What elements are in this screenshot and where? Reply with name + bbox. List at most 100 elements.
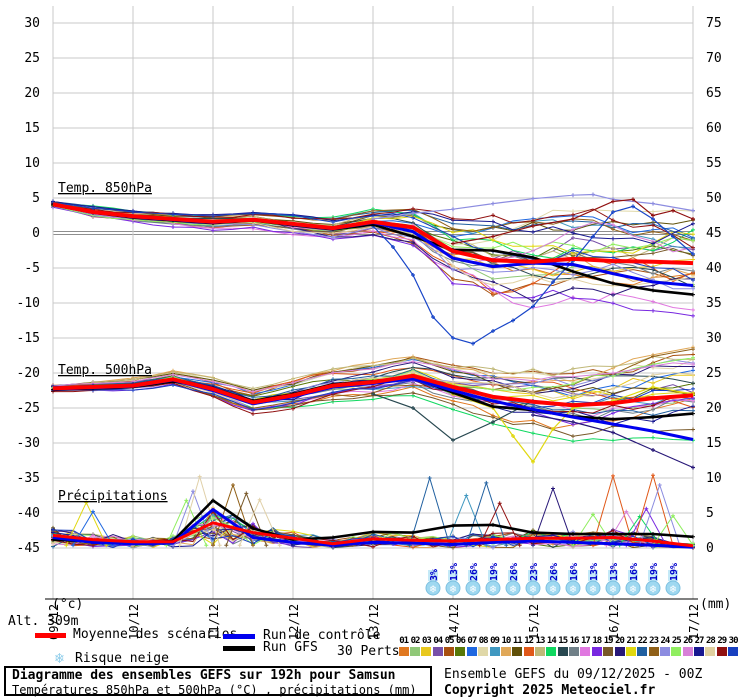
svg-text:60: 60 (706, 121, 722, 136)
member-color-swatch (580, 647, 591, 656)
member-cell: 29 (716, 636, 727, 656)
member-color-swatch (557, 647, 568, 656)
member-color-swatch (682, 647, 693, 656)
svg-text:13%: 13% (589, 563, 600, 581)
svg-text:13%: 13% (609, 563, 620, 581)
member-color-swatch (398, 647, 409, 656)
member-number: 22 (637, 636, 648, 646)
svg-text:26%: 26% (549, 563, 560, 581)
svg-text:14/12: 14/12 (447, 604, 461, 640)
member-cell: 07 (466, 636, 477, 656)
svg-text:❄: ❄ (650, 583, 657, 596)
svg-text:10/12: 10/12 (127, 604, 141, 640)
member-color-swatch (546, 647, 557, 656)
svg-text:17/12: 17/12 (687, 604, 701, 640)
svg-text:20: 20 (706, 401, 722, 416)
member-number: 13 (535, 636, 546, 646)
member-number: 05 (444, 636, 455, 646)
member-color-swatch (523, 647, 534, 656)
member-color-swatch (432, 647, 443, 656)
svg-text:35: 35 (706, 296, 722, 311)
temp850-main-lines (51, 202, 695, 297)
svg-text:75: 75 (706, 16, 722, 31)
svg-text:16%: 16% (629, 563, 640, 581)
axis-tick-labels: 302520151050-5-10-15-20-25-30-35-40-4575… (17, 16, 722, 556)
svg-text:❄: ❄ (510, 583, 517, 596)
unit-right-label: (mm) (700, 597, 732, 612)
svg-text:40: 40 (706, 261, 722, 276)
member-number: 01 (399, 636, 409, 646)
member-color-swatch (659, 647, 670, 656)
member-cell: 22 (637, 636, 648, 656)
member-number: 27 (694, 636, 705, 646)
mean-line-swatch (35, 633, 66, 638)
svg-text:65: 65 (706, 86, 722, 101)
grid (45, 6, 698, 600)
day-labels: 09/12 10/12 11/12 12/12 13/12 14/12 15/12 16/12… (47, 604, 701, 640)
member-number: 15 (558, 636, 568, 646)
svg-text:❄: ❄ (630, 583, 637, 596)
member-color-swatch (512, 647, 523, 656)
member-cell: 04 (432, 636, 443, 656)
member-cell: 19 (602, 636, 614, 656)
svg-text:19%: 19% (489, 563, 500, 581)
svg-text:10: 10 (706, 471, 722, 486)
member-cell: 20 (614, 636, 625, 656)
svg-text:-10: -10 (17, 296, 40, 311)
svg-text:10: 10 (24, 156, 40, 171)
svg-text:23%: 23% (529, 563, 540, 581)
member-cell: 27 (693, 636, 704, 656)
member-color-swatch (410, 647, 421, 656)
svg-text:16/12: 16/12 (607, 604, 621, 640)
svg-text:26%: 26% (469, 563, 480, 581)
svg-text:15: 15 (24, 121, 40, 136)
svg-text:❄: ❄ (470, 583, 477, 596)
chart-title: Diagramme des ensembles GEFS sur 192h po… (12, 668, 396, 683)
member-number: 06 (456, 636, 466, 646)
member-color-swatch (637, 647, 648, 656)
svg-text:0: 0 (32, 226, 40, 241)
member-number: 23 (649, 636, 659, 646)
member-cell: 23 (648, 636, 659, 656)
member-number: 10 (501, 636, 511, 646)
svg-text:-45: -45 (17, 541, 40, 556)
svg-text:Temp. 500hPa: Temp. 500hPa (58, 363, 152, 378)
svg-text:❄: ❄ (670, 583, 677, 596)
copyright: Copyright 2025 Meteociel.fr (444, 683, 656, 698)
member-color-swatch (478, 647, 489, 656)
member-cell: 03 (421, 636, 432, 656)
svg-text:55: 55 (706, 156, 722, 171)
member-color-swatch (671, 647, 682, 656)
member-color-swatch (694, 647, 705, 656)
outlier-members (371, 192, 695, 470)
member-number: 16 (569, 636, 580, 646)
svg-text:19%: 19% (669, 563, 680, 581)
member-color-swatch (466, 647, 477, 656)
svg-text:50: 50 (706, 191, 722, 206)
altitude-label: Alt. 309m (8, 614, 79, 629)
member-color-swatch (614, 647, 625, 656)
svg-text:❄: ❄ (530, 583, 537, 596)
svg-text:❄: ❄ (450, 583, 457, 596)
member-color-swatch (716, 647, 727, 656)
mean-legend-label: Moyenne des scénarios (73, 627, 238, 642)
svg-text:-35: -35 (17, 471, 40, 486)
member-color-swatch (705, 647, 716, 656)
member-color-swatch (648, 647, 659, 656)
member-color-swatch (591, 647, 602, 656)
member-color-swatch (489, 647, 500, 656)
member-color-swatch (603, 647, 614, 656)
member-number: 02 (410, 636, 421, 646)
member-number: 07 (467, 636, 477, 646)
member-number: 17 (581, 636, 591, 646)
member-color-swatch (421, 647, 432, 656)
svg-text:15/12: 15/12 (527, 604, 541, 640)
member-cell: 15 (557, 636, 568, 656)
member-color-swatch (569, 647, 580, 656)
svg-text:-15: -15 (17, 331, 40, 346)
snow-risk-legend-label: Risque neige (75, 651, 169, 666)
svg-text:5: 5 (706, 506, 714, 521)
member-cell: 28 (705, 636, 716, 656)
member-cell: 12 (523, 636, 534, 656)
